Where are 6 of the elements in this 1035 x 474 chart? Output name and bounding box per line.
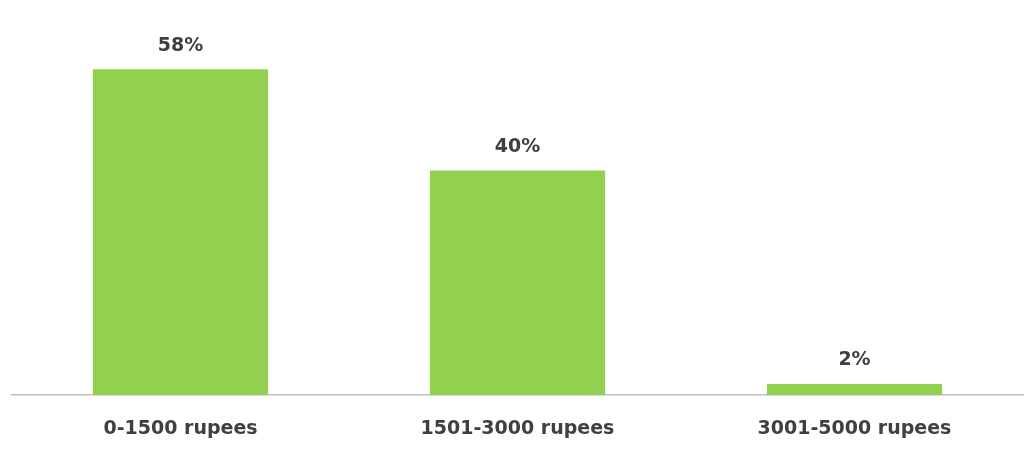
- data-label: 58%: [157, 32, 204, 55]
- data-label: 2%: [838, 347, 871, 370]
- x-tick-label: 0-1500 rupees: [103, 415, 258, 438]
- x-tick-label: 1501-3000 rupees: [420, 415, 615, 438]
- data-label: 40%: [494, 133, 541, 156]
- x-tick-label: 3001-5000 rupees: [757, 415, 952, 438]
